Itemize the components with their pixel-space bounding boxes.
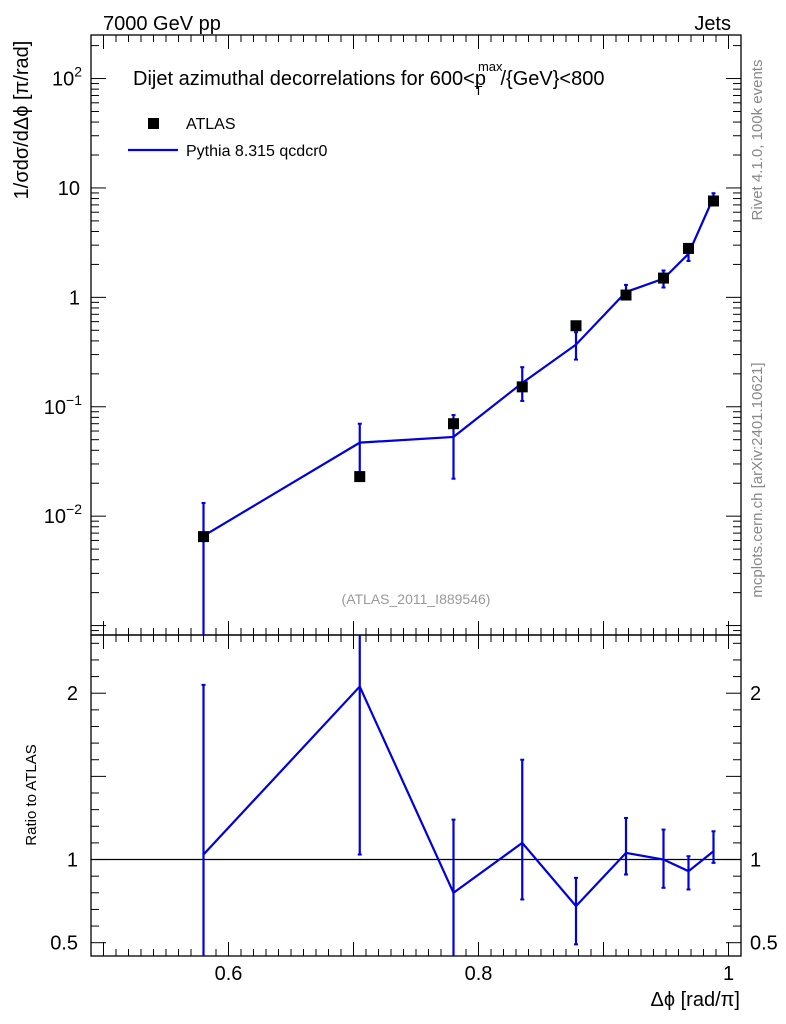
legend-atlas-label: ATLAS bbox=[186, 116, 236, 133]
pythia-line bbox=[202, 196, 715, 537]
atlas-point bbox=[198, 531, 209, 543]
atlas-point bbox=[708, 195, 719, 207]
y-tick-label: 10−2 bbox=[44, 501, 82, 528]
ratio-axis-label: Ratio to ATLAS bbox=[23, 744, 40, 845]
legend-pythia-label: Pythia 8.315 qcdcr0 bbox=[186, 143, 328, 160]
y-tick-label: 1 bbox=[69, 287, 80, 309]
ratio-tick-label-right: 1 bbox=[750, 850, 761, 872]
atlas-point bbox=[448, 418, 459, 430]
ratio-plot-frame bbox=[90, 634, 742, 957]
atlas-point bbox=[683, 242, 694, 254]
atlas-point bbox=[620, 289, 632, 301]
ratio-tick-label-left: 0.5 bbox=[50, 933, 78, 955]
ratio-tick-label-right: 0.5 bbox=[750, 933, 778, 955]
chart-title: Dijet azimuthal decorrelations for 600<p… bbox=[133, 59, 604, 98]
ratio-tick-label-left: 2 bbox=[67, 683, 78, 705]
x-tick-label: 1 bbox=[723, 963, 734, 985]
header-right: Jets bbox=[694, 13, 731, 35]
ratio-tick-label-left: 1 bbox=[67, 850, 78, 872]
y-tick-label: 10 bbox=[58, 178, 80, 200]
x-tick-label: 0.8 bbox=[465, 963, 493, 985]
header-left: 7000 GeV pp bbox=[103, 13, 221, 35]
atlas-point bbox=[354, 471, 366, 483]
y-tick-label: 102 bbox=[52, 64, 82, 91]
y-tick-label: 10−1 bbox=[44, 392, 82, 419]
atlas-point bbox=[658, 272, 669, 284]
analysis-id: (ATLAS_2011_I889546) bbox=[342, 591, 491, 607]
ratio-tick-label-right: 2 bbox=[750, 683, 761, 705]
x-tick-label: 0.6 bbox=[215, 963, 243, 985]
x-axis-label: Δϕ [rad/π] bbox=[651, 989, 741, 1011]
atlas-point bbox=[570, 320, 582, 332]
mcplots-label: mcplots.cern.ch [arXiv:2401.10621] bbox=[749, 362, 766, 597]
rivet-label: Rivet 4.1.0, 100k events bbox=[749, 60, 766, 221]
atlas-point bbox=[516, 381, 528, 393]
y-axis-label: 1/σdσ/dΔϕ [π/rad] bbox=[11, 41, 33, 200]
ratio-line bbox=[202, 684, 715, 908]
legend-atlas-marker bbox=[148, 118, 159, 129]
